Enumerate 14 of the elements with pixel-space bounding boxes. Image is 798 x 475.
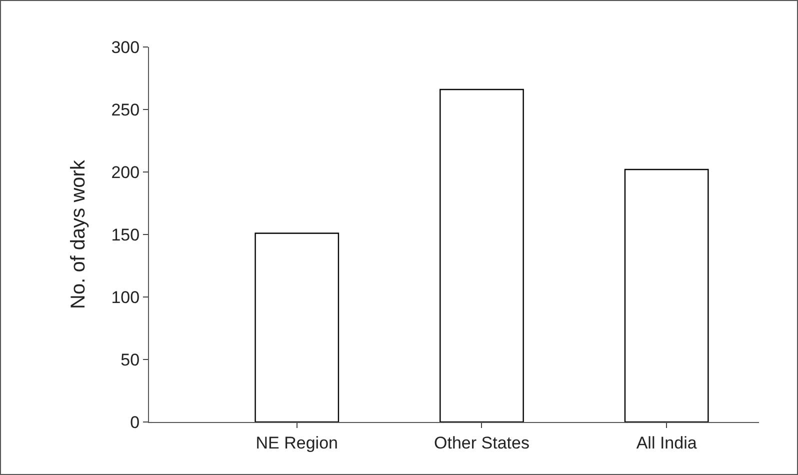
bar [624,168,709,422]
y-axis-title: No. of days work [68,159,90,309]
bar [440,88,524,422]
x-tick-label: All India [636,433,698,452]
y-tick-label: 100 [111,288,140,307]
x-tick-label: Other States [434,433,530,452]
y-tick-label: 50 [120,350,140,370]
y-tick-label: 250 [111,100,140,120]
y-tick-label: 0 [130,412,140,432]
y-tick-label: 200 [111,162,140,182]
bar [254,232,340,422]
y-tick-label: 150 [111,225,140,244]
x-tick-label: NE Region [256,433,338,452]
y-tick-label: 300 [111,38,140,57]
